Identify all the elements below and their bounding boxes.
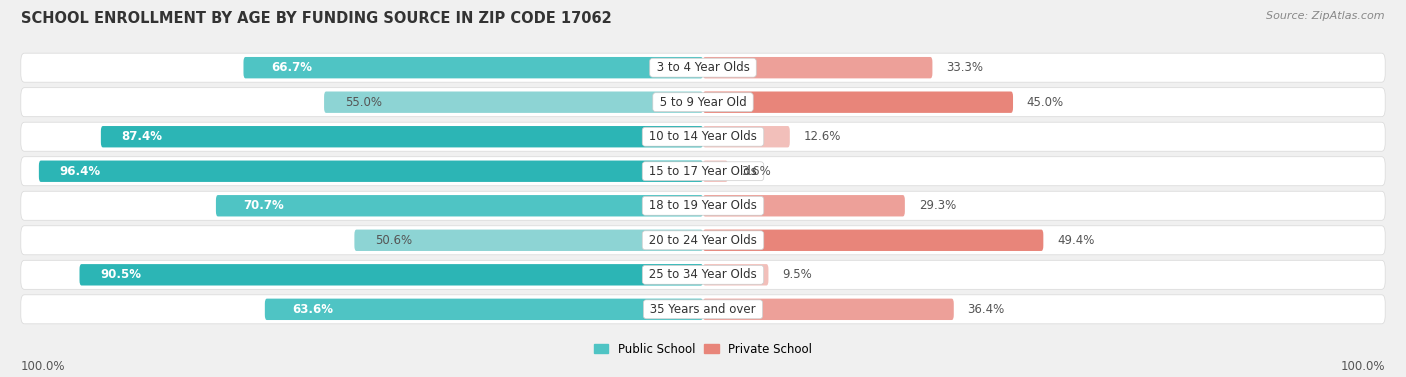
Text: 9.5%: 9.5%: [782, 268, 813, 281]
Text: 10 to 14 Year Olds: 10 to 14 Year Olds: [645, 130, 761, 143]
FancyBboxPatch shape: [217, 195, 703, 216]
FancyBboxPatch shape: [21, 122, 1385, 151]
FancyBboxPatch shape: [243, 57, 703, 78]
FancyBboxPatch shape: [703, 57, 932, 78]
FancyBboxPatch shape: [39, 161, 703, 182]
FancyBboxPatch shape: [354, 230, 703, 251]
Legend: Public School, Private School: Public School, Private School: [589, 338, 817, 360]
FancyBboxPatch shape: [21, 295, 1385, 324]
Text: 100.0%: 100.0%: [1340, 360, 1385, 373]
Text: SCHOOL ENROLLMENT BY AGE BY FUNDING SOURCE IN ZIP CODE 17062: SCHOOL ENROLLMENT BY AGE BY FUNDING SOUR…: [21, 11, 612, 26]
Text: 5 to 9 Year Old: 5 to 9 Year Old: [655, 96, 751, 109]
Text: 3 to 4 Year Olds: 3 to 4 Year Olds: [652, 61, 754, 74]
Text: 12.6%: 12.6%: [804, 130, 841, 143]
Text: 49.4%: 49.4%: [1057, 234, 1094, 247]
FancyBboxPatch shape: [703, 126, 790, 147]
Text: 45.0%: 45.0%: [1026, 96, 1064, 109]
FancyBboxPatch shape: [703, 92, 1014, 113]
FancyBboxPatch shape: [21, 260, 1385, 289]
Text: 50.6%: 50.6%: [375, 234, 412, 247]
Text: 87.4%: 87.4%: [121, 130, 163, 143]
Text: 18 to 19 Year Olds: 18 to 19 Year Olds: [645, 199, 761, 212]
Text: 36.4%: 36.4%: [967, 303, 1005, 316]
Text: 29.3%: 29.3%: [918, 199, 956, 212]
FancyBboxPatch shape: [21, 191, 1385, 220]
Text: 33.3%: 33.3%: [946, 61, 983, 74]
FancyBboxPatch shape: [703, 230, 1043, 251]
FancyBboxPatch shape: [703, 161, 728, 182]
FancyBboxPatch shape: [21, 53, 1385, 82]
Text: 55.0%: 55.0%: [344, 96, 382, 109]
Text: 63.6%: 63.6%: [292, 303, 333, 316]
FancyBboxPatch shape: [703, 195, 905, 216]
FancyBboxPatch shape: [101, 126, 703, 147]
FancyBboxPatch shape: [80, 264, 703, 285]
Text: 35 Years and over: 35 Years and over: [647, 303, 759, 316]
Text: 90.5%: 90.5%: [100, 268, 141, 281]
Text: 25 to 34 Year Olds: 25 to 34 Year Olds: [645, 268, 761, 281]
FancyBboxPatch shape: [703, 264, 769, 285]
FancyBboxPatch shape: [703, 299, 953, 320]
Text: 66.7%: 66.7%: [271, 61, 312, 74]
FancyBboxPatch shape: [21, 88, 1385, 117]
Text: 70.7%: 70.7%: [243, 199, 284, 212]
FancyBboxPatch shape: [21, 157, 1385, 186]
FancyBboxPatch shape: [264, 299, 703, 320]
FancyBboxPatch shape: [21, 226, 1385, 255]
FancyBboxPatch shape: [325, 92, 703, 113]
Text: Source: ZipAtlas.com: Source: ZipAtlas.com: [1267, 11, 1385, 21]
Text: 100.0%: 100.0%: [21, 360, 66, 373]
Text: 96.4%: 96.4%: [59, 165, 101, 178]
Text: 3.6%: 3.6%: [741, 165, 772, 178]
Text: 15 to 17 Year Olds: 15 to 17 Year Olds: [645, 165, 761, 178]
Text: 20 to 24 Year Olds: 20 to 24 Year Olds: [645, 234, 761, 247]
